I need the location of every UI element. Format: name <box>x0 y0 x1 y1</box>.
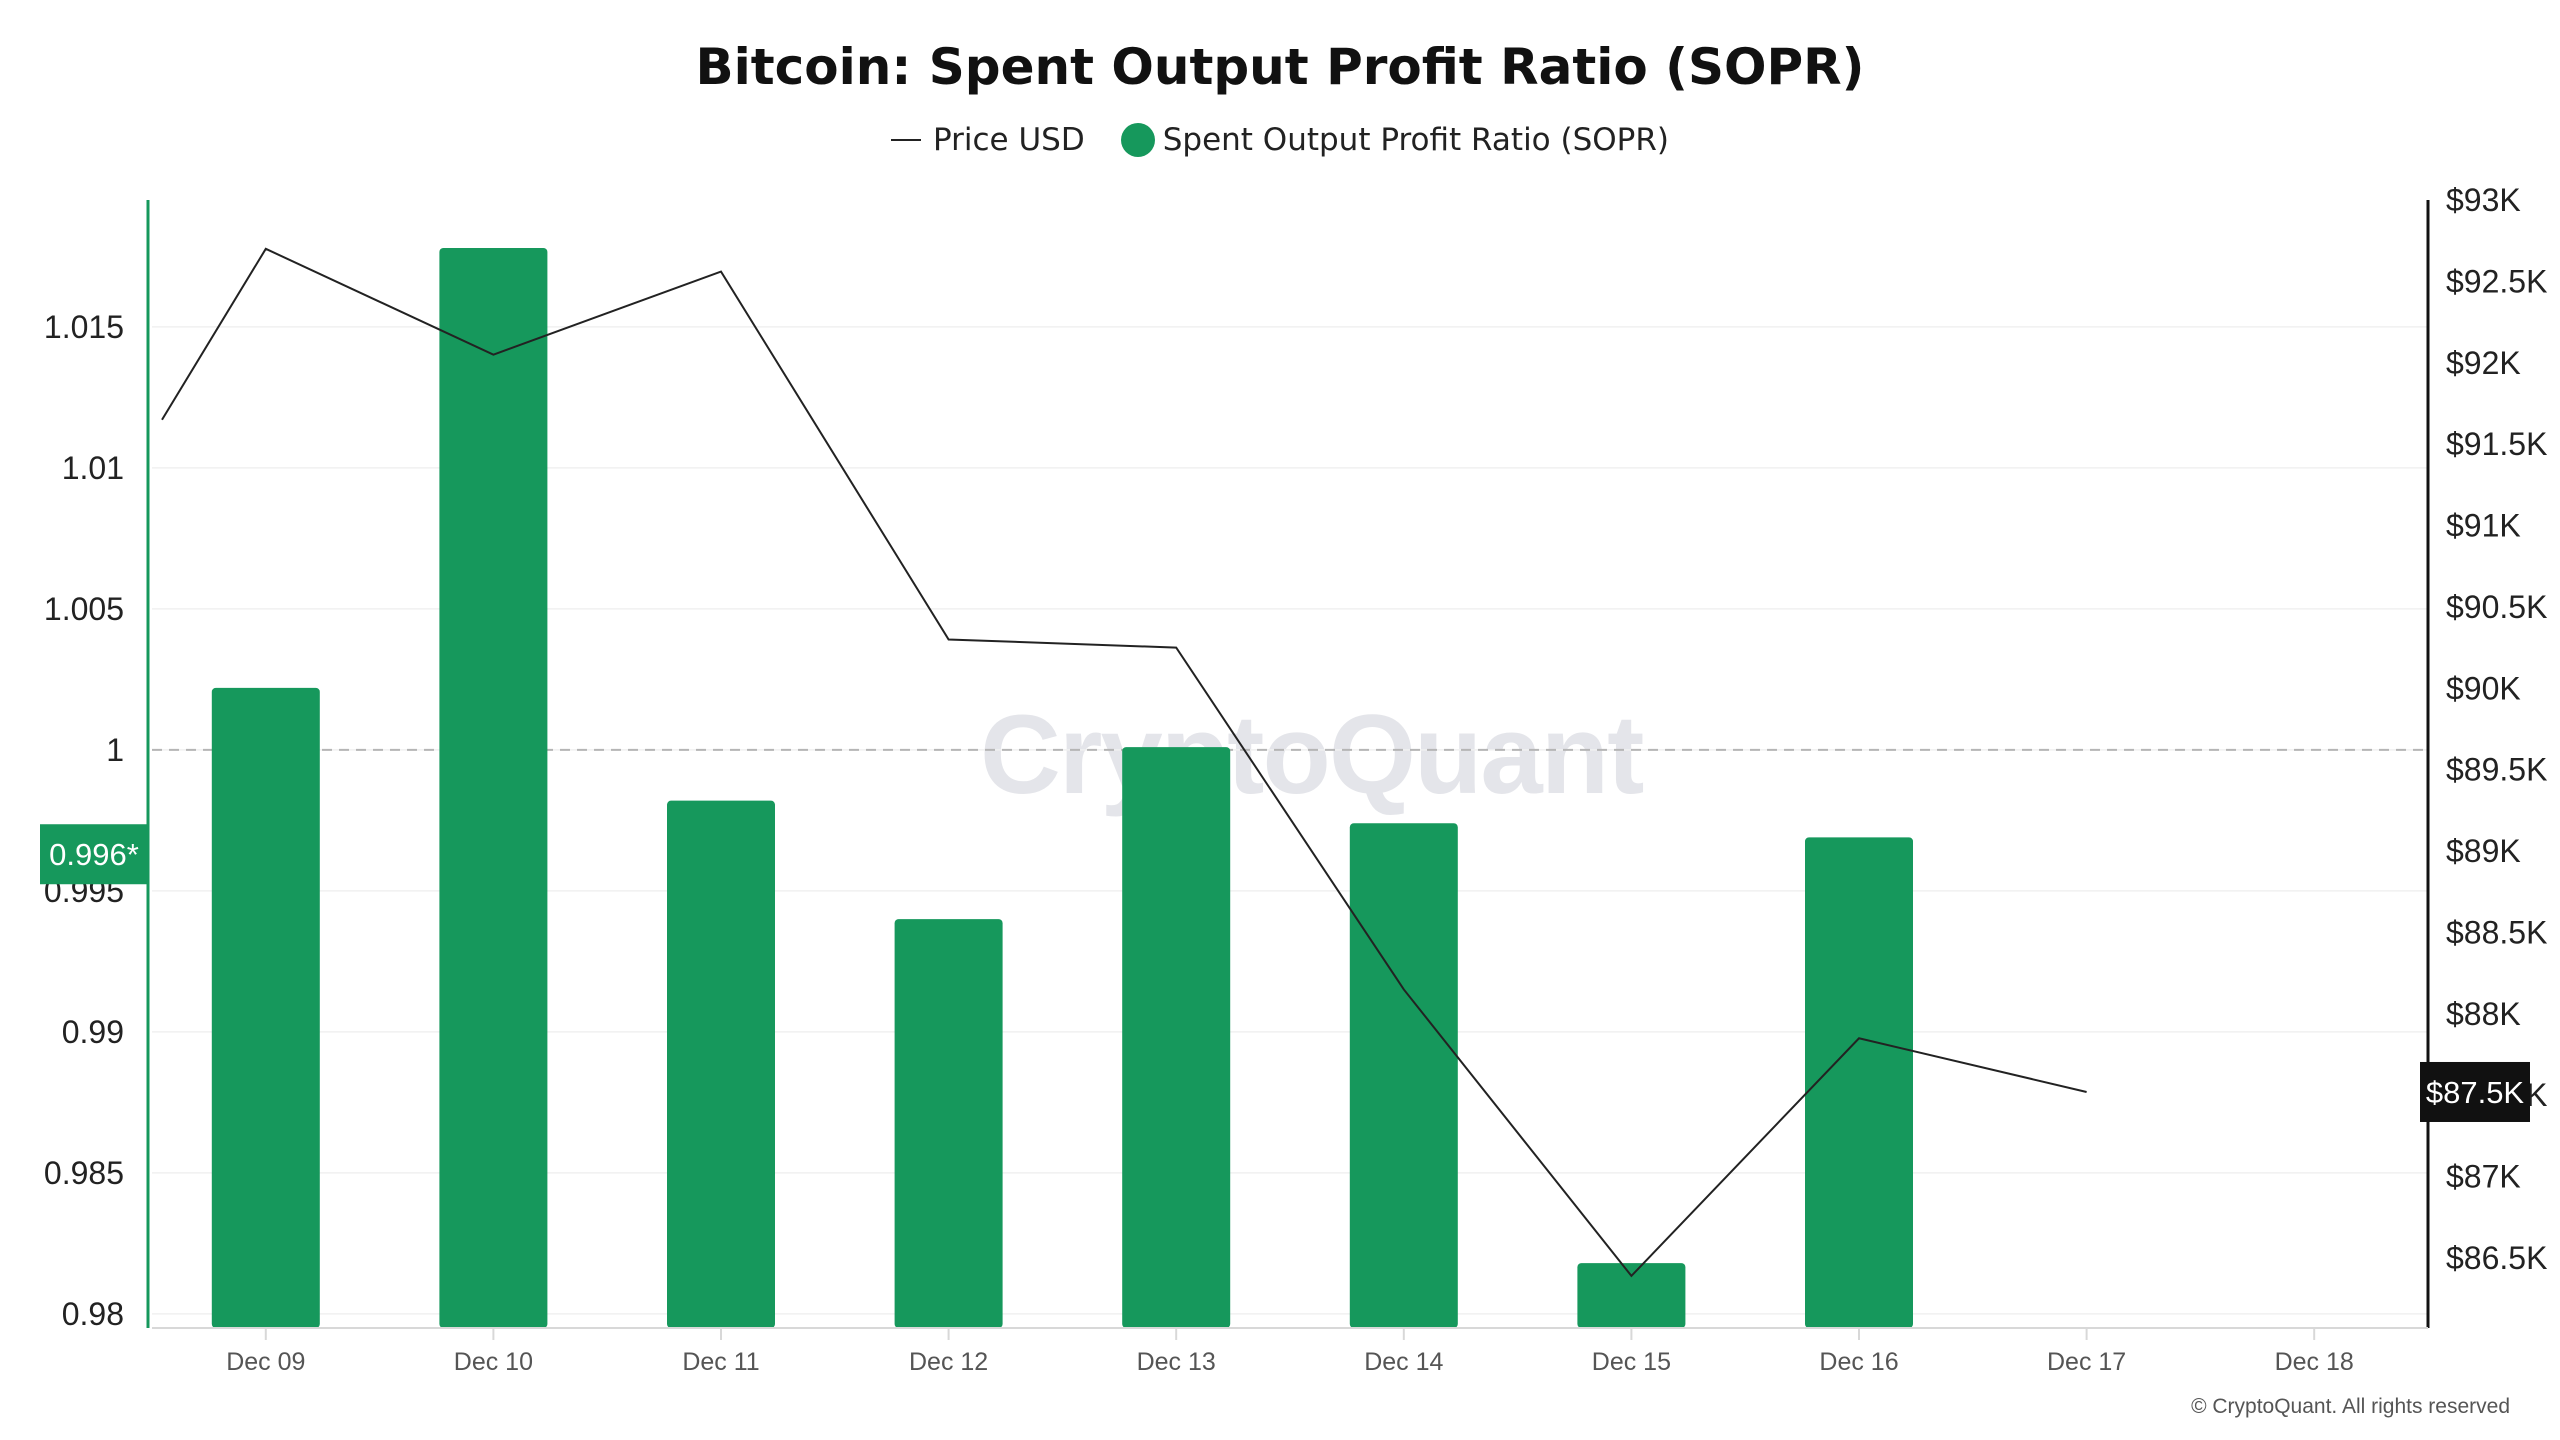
left-tick-label: 1.015 <box>44 309 124 345</box>
label-layer: 0.996* $87.5K <box>40 824 2530 1122</box>
sopr-bar <box>439 247 548 1329</box>
legend-label-sopr: Spent Output Profit Ratio (SOPR) <box>1162 122 1669 158</box>
right-tick-label: $90.5K <box>2446 589 2547 625</box>
x-tick-label: Dec 16 <box>1819 1348 1898 1376</box>
sopr-bar <box>667 800 775 1328</box>
right-tick-label: $89K <box>2446 833 2521 869</box>
current-value-badge-right <box>2420 1061 2530 1122</box>
x-tick-label: Dec 13 <box>1137 1348 1216 1376</box>
right-tick-label: $88K <box>2446 996 2521 1032</box>
right-tick-label: $87K <box>2446 1159 2521 1195</box>
right-tick-label: $92.5K <box>2446 263 2547 299</box>
left-tick-label: 0.985 <box>44 1155 124 1191</box>
legend-item-sopr[interactable]: Spent Output Profit Ratio (SOPR) <box>1120 122 1669 158</box>
left-tick-label: 0.99 <box>62 1014 124 1050</box>
legend-dot-swatch <box>1120 123 1155 157</box>
left-tick-label: 1 <box>106 732 124 768</box>
sopr-bar <box>1349 823 1458 1328</box>
right-tick-label: $89.5K <box>2446 752 2547 788</box>
x-tick-label: Dec 18 <box>2275 1348 2354 1376</box>
legend-line-swatch <box>891 139 921 141</box>
bar-layer <box>211 247 1913 1329</box>
sopr-bar <box>894 919 1003 1328</box>
x-tick-label: Dec 09 <box>226 1348 305 1376</box>
right-tick-label: $92K <box>2446 345 2521 381</box>
x-tick-label: Dec 11 <box>682 1348 759 1376</box>
sopr-bar <box>1122 747 1231 1328</box>
right-tick-label: $91.5K <box>2446 426 2547 462</box>
right-tick-label: $93K <box>2446 182 2521 218</box>
sopr-bar <box>211 687 320 1328</box>
x-tick-label: Dec 14 <box>1364 1348 1443 1376</box>
price-line <box>161 247 2087 1278</box>
price-line-layer <box>161 247 2087 1278</box>
right-tick-label: $90K <box>2446 670 2521 706</box>
right-tick-label: $88.5K <box>2446 914 2547 950</box>
x-tick-label: Dec 10 <box>454 1348 533 1376</box>
legend-item-price[interactable]: Price USD <box>891 122 1085 158</box>
chart-title: Bitcoin: Spent Output Profit Ratio (SOPR… <box>695 38 1865 96</box>
axis-layer: 0.980.9850.990.99511.0051.011.015$86.5K$… <box>44 182 2548 1376</box>
x-tick-label: Dec 12 <box>909 1348 988 1376</box>
right-tick-label: $91K <box>2446 508 2521 544</box>
x-tick-label: Dec 15 <box>1592 1348 1671 1376</box>
x-tick-label: Dec 17 <box>2047 1348 2126 1376</box>
left-tick-label: 0.98 <box>62 1296 124 1332</box>
sopr-bar <box>1805 837 1913 1328</box>
legend-label-price: Price USD <box>933 122 1085 158</box>
current-value-label-left: 0.996* <box>49 837 139 872</box>
copyright: © CryptoQuant. All rights reserved <box>2191 1395 2510 1418</box>
legend: Price USD Spent Output Profit Ratio (SOP… <box>0 122 2560 158</box>
sopr-bar <box>1577 1263 1686 1328</box>
current-value-label-right: $87.5K <box>2426 1075 2525 1110</box>
watermark: CryptoQuant <box>980 692 1644 817</box>
right-tick-label: $86.5K <box>2446 1240 2547 1276</box>
current-value-badge-left <box>40 824 148 885</box>
left-tick-label: 1.01 <box>62 450 124 486</box>
left-tick-label: 1.005 <box>44 591 124 627</box>
